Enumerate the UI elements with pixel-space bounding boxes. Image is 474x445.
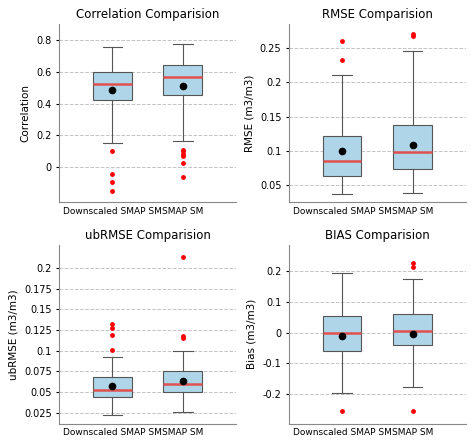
Y-axis label: RMSE (m3/m3): RMSE (m3/m3) xyxy=(244,74,254,152)
PathPatch shape xyxy=(323,136,362,176)
PathPatch shape xyxy=(393,314,432,345)
PathPatch shape xyxy=(93,377,132,397)
PathPatch shape xyxy=(93,73,132,101)
PathPatch shape xyxy=(323,316,362,351)
Title: ubRMSE Comparision: ubRMSE Comparision xyxy=(85,230,210,243)
PathPatch shape xyxy=(393,125,432,170)
PathPatch shape xyxy=(164,65,202,95)
Title: RMSE Comparision: RMSE Comparision xyxy=(322,8,433,21)
PathPatch shape xyxy=(164,372,202,392)
Y-axis label: Correlation: Correlation xyxy=(21,84,31,142)
Y-axis label: ubRMSE (m3/m3): ubRMSE (m3/m3) xyxy=(9,289,18,380)
Title: BIAS Comparision: BIAS Comparision xyxy=(325,230,430,243)
Y-axis label: Bias (m3/m3): Bias (m3/m3) xyxy=(247,299,257,369)
Title: Correlation Comparision: Correlation Comparision xyxy=(76,8,219,21)
